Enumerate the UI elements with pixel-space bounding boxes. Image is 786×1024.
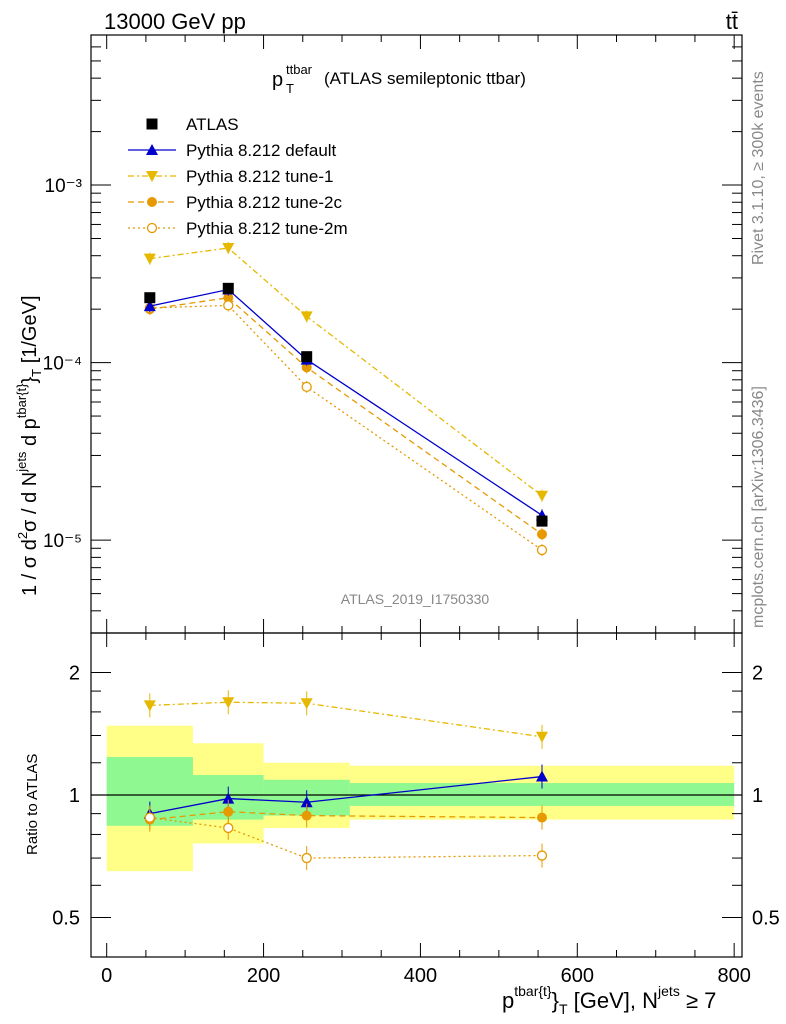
y-axis-title-bottom: Ratio to ATLAS	[24, 754, 41, 855]
header-process: tt̄	[726, 9, 738, 34]
y-tick-label-bottom: 0.5	[52, 908, 80, 930]
ratio-point-pythia-8-212-tune-2c	[223, 806, 234, 817]
ratio-point-pythia-8-212-default	[535, 770, 548, 782]
data-point-pythia-8-212-tune-1	[222, 243, 235, 255]
series-line-pythia-8-212-tune-1	[149, 247, 543, 497]
y-axis-title-top: 1 / σ d2σ / d Njets d ptbar{t}}T [1/GeV]	[14, 295, 44, 596]
data-point-pythia-8-212-tune-2c	[536, 529, 547, 540]
legend-label: Pythia 8.212 tune-1	[186, 167, 333, 186]
ratio-line-pythia-8-212-tune-1	[149, 701, 543, 738]
data-point-pythia-8-212-tune-1	[535, 490, 548, 502]
legend-marker-pythia-8-212-tune-2m	[146, 222, 158, 234]
header-collision: 13000 GeV pp	[104, 9, 246, 34]
y-tick-label-bottom-right: 2	[752, 662, 763, 684]
y-tick-label-bottom: 2	[69, 662, 80, 684]
plot-title-rest: (ATLAS semileptonic ttbar)	[324, 69, 526, 88]
series-line-pythia-8-212-tune-2c	[149, 297, 543, 535]
legend-marker-pythia-8-212-tune-2c	[147, 197, 157, 207]
x-tick-label: 200	[247, 965, 280, 987]
y-tick-label-bottom-right: 0.5	[752, 908, 780, 930]
y-tick-label-top: 10⁻³	[45, 176, 83, 197]
main-panel: 10⁻⁵ 10⁻⁴ 10⁻³	[43, 34, 743, 957]
plot-title-sub: T	[286, 81, 294, 96]
legend-marker-atlas	[146, 118, 158, 130]
legend-label: ATLAS	[186, 115, 239, 134]
data-point-atlas	[536, 515, 548, 527]
y-tick-label-top: 10⁻⁴	[43, 354, 82, 375]
ratio-point-pythia-8-212-tune-1	[222, 697, 235, 709]
legend-label: Pythia 8.212 default	[186, 141, 337, 160]
legend-marker-pythia-8-212-default	[146, 144, 158, 155]
ratio-line-pythia-8-212-tune-2m	[149, 816, 543, 859]
ratio-point-pythia-8-212-tune-2m	[301, 852, 312, 864]
x-tick-label: 400	[404, 965, 437, 987]
ratio-panel: 0 200 400 600 800 0.5 0.5 1 1 2 2	[52, 632, 780, 987]
ratio-point-pythia-8-212-tune-2c	[536, 812, 547, 823]
data-point-pythia-8-212-tune-1	[300, 311, 313, 323]
legend: ATLAS Pythia 8.212 default Pythia 8.212 tu…	[128, 115, 348, 238]
ratio-line-pythia-8-212-default	[149, 775, 543, 815]
plot-title: p ttbar T (ATLAS semileptonic ttbar)	[272, 62, 526, 96]
data-point-atlas	[222, 282, 234, 294]
series-line-pythia-8-212-tune-2m	[149, 304, 543, 551]
x-axis-title: ptbar{t}}T [GeV], Njets ≥ 7	[502, 983, 716, 1017]
ratio-point-pythia-8-212-tune-1	[300, 698, 313, 710]
x-tick-label: 600	[561, 965, 594, 987]
data-point-pythia-8-212-tune-2m	[536, 544, 548, 556]
y-tick-label-top: 10⁻⁵	[43, 531, 82, 552]
ratio-point-pythia-8-212-tune-1	[143, 700, 156, 712]
y-tick-label-bottom-right: 1	[752, 785, 763, 807]
ratio-point-pythia-8-212-tune-2m	[536, 850, 548, 861]
ratio-point-pythia-8-212-tune-2c	[301, 810, 312, 821]
plot-title-main: p	[272, 69, 283, 91]
analysis-watermark: ATLAS_2019_I1750330	[341, 591, 490, 607]
series-line-pythia-8-212-default	[149, 288, 543, 516]
x-tick-label: 800	[717, 965, 750, 987]
data-point-pythia-8-212-tune-2m	[223, 300, 234, 311]
ratio-point-pythia-8-212-tune-2m	[223, 822, 234, 834]
x-tick-label: 0	[101, 965, 112, 987]
legend-label: Pythia 8.212 tune-2m	[186, 219, 348, 238]
data-point-pythia-8-212-default	[143, 300, 156, 312]
ratio-point-pythia-8-212-default	[222, 792, 235, 804]
plot-title-sup: ttbar	[286, 62, 313, 77]
legend-marker-pythia-8-212-tune-1	[146, 171, 158, 182]
data-point-pythia-8-212-tune-2m	[301, 381, 312, 393]
data-point-pythia-8-212-tune-2c	[301, 362, 312, 373]
ratio-point-pythia-8-212-tune-1	[535, 731, 548, 743]
data-point-atlas	[301, 351, 313, 363]
y-tick-label-bottom: 1	[69, 785, 80, 807]
legend-label: Pythia 8.212 tune-2c	[186, 193, 342, 212]
data-point-pythia-8-212-tune-2c	[223, 292, 234, 303]
ratio-line-pythia-8-212-tune-2c	[149, 811, 542, 821]
ratio-point-pythia-8-212-default	[300, 796, 313, 808]
data-point-pythia-8-212-tune-1	[143, 253, 156, 265]
rivet-label: Rivet 3.1.10, ≥ 300k events	[750, 71, 767, 265]
ratio-point-pythia-8-212-tune-2m	[144, 812, 155, 823]
mcplots-label: mcplots.cern.ch [arXiv:1306.3436]	[750, 386, 767, 628]
data-point-atlas	[144, 292, 156, 304]
